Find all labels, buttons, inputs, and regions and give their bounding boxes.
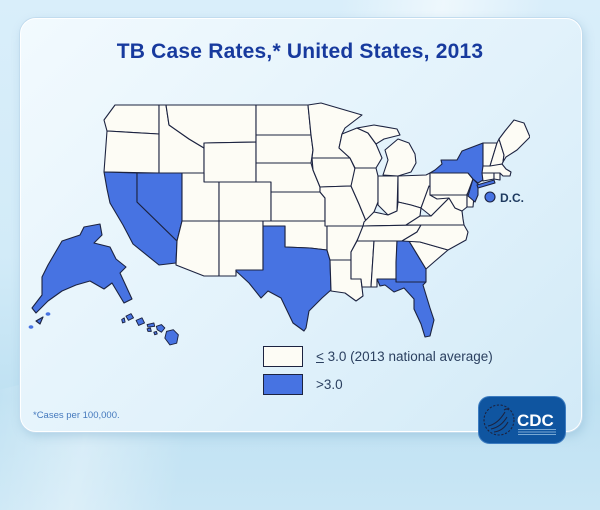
state-nj bbox=[467, 178, 479, 203]
state-nc bbox=[401, 224, 469, 251]
state-in bbox=[377, 175, 399, 216]
cdc-logo: CDC bbox=[478, 396, 566, 449]
state-wy bbox=[203, 141, 257, 183]
legend-item-above: >3.0 bbox=[263, 374, 493, 395]
state-wa bbox=[103, 104, 160, 135]
state-tx bbox=[235, 225, 332, 332]
state-nm bbox=[218, 220, 264, 277]
state-mi bbox=[356, 124, 417, 177]
hhs-eagle-icon bbox=[483, 404, 515, 436]
state-az bbox=[175, 220, 220, 277]
cdc-logo-text: CDC bbox=[517, 411, 554, 430]
dc-marker bbox=[484, 191, 496, 203]
state-or bbox=[103, 130, 160, 174]
legend-swatch-above bbox=[263, 374, 303, 395]
dc-label: D.C. bbox=[500, 191, 524, 205]
legend-label-above: >3.0 bbox=[316, 377, 343, 392]
legend-label-below: < 3.0 (2013 national average) bbox=[316, 349, 493, 364]
state-ny bbox=[429, 142, 496, 189]
legend-swatch-below bbox=[263, 346, 303, 367]
state-me bbox=[498, 119, 531, 163]
state-ks bbox=[270, 191, 326, 222]
state-ct bbox=[481, 172, 495, 182]
alaska-map bbox=[28, 215, 143, 340]
state-ri bbox=[493, 172, 501, 181]
state-hi bbox=[121, 313, 179, 346]
page-title: TB Case Rates,* United States, 2013 bbox=[116, 40, 484, 63]
state-co bbox=[218, 181, 272, 222]
legend-item-below: < 3.0 (2013 national average) bbox=[263, 346, 493, 367]
state-nd bbox=[255, 104, 312, 136]
state-ak bbox=[28, 223, 133, 329]
state-fl bbox=[376, 278, 435, 338]
state-ia bbox=[311, 157, 359, 188]
state-sd bbox=[255, 134, 314, 164]
state-pa bbox=[429, 172, 474, 196]
state-ma bbox=[481, 163, 512, 177]
hawaii-map bbox=[119, 306, 187, 355]
footnote: *Cases per 100,000. bbox=[33, 410, 120, 421]
legend: < 3.0 (2013 national average) >3.0 bbox=[263, 346, 493, 402]
cdc-logo-hatch bbox=[518, 429, 556, 435]
us-map: D.C. bbox=[100, 95, 531, 370]
